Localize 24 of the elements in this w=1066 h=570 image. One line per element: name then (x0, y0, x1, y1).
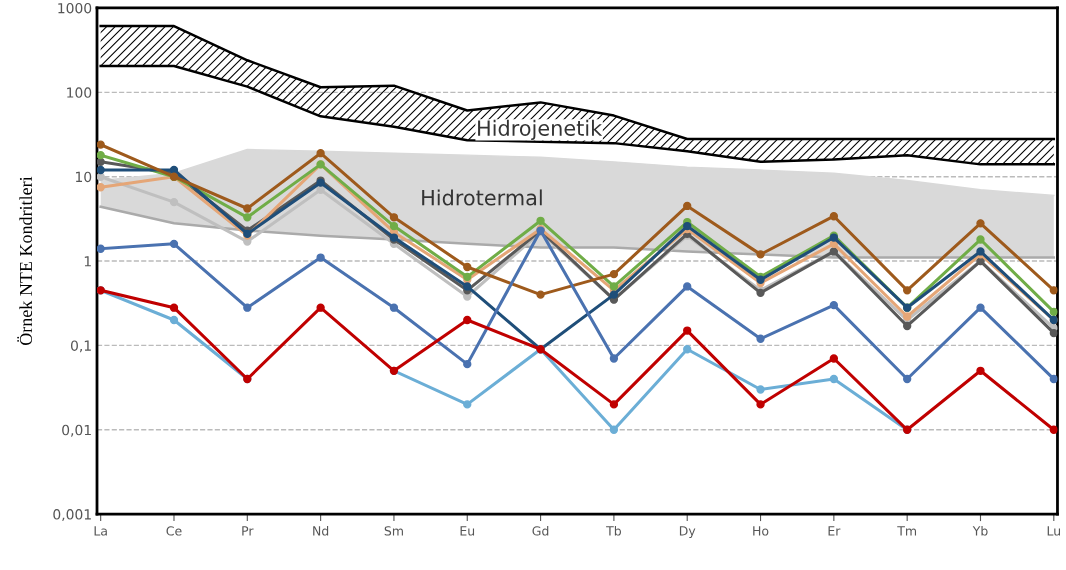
x-tick-label: La (94, 526, 107, 536)
series-label: Hidrotermal (422, 189, 542, 206)
x-tick-label: Gd (532, 525, 549, 536)
y-tick-label: 100 (67, 87, 92, 98)
y-tick-label: 1000 (58, 2, 92, 14)
x-tick-label: Ho (753, 526, 769, 536)
x-tick-label: Er (828, 526, 841, 536)
y-tick-label: 1 (84, 256, 91, 267)
y-tick-label: 0,001 (53, 509, 91, 522)
x-tick-label: Tm (897, 526, 917, 536)
y-axis-title: Örnek NTE Kondritleri (17, 176, 33, 346)
x-tick-label: Pr (242, 526, 254, 536)
series-label: Hidrojenetik (478, 119, 603, 140)
x-tick-label: Eu (460, 526, 475, 536)
y-tick-label: 10 (76, 171, 92, 183)
y-tick-label: 0,01 (62, 424, 91, 437)
x-tick-label: Nd (313, 525, 329, 536)
y-tick-label: 0,1 (70, 340, 91, 353)
x-tick-label: Sm (384, 526, 403, 536)
x-tick-label: Ce (166, 526, 182, 536)
x-tick-label: Tb (606, 525, 621, 536)
x-tick-label: Lu (1047, 526, 1060, 536)
x-tick-label: Dy (679, 526, 696, 539)
x-tick-label: Yb (972, 525, 988, 536)
